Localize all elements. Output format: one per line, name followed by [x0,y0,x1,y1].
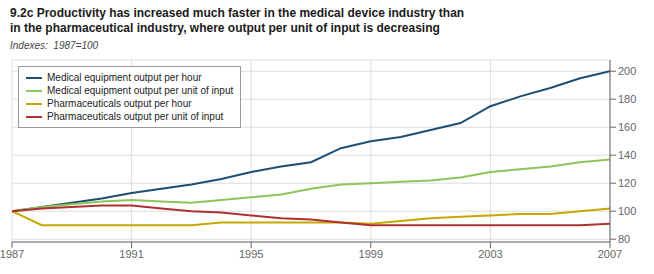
html-text:Medical equipment output per u: Medical equipment output per unit of inp… [47,85,234,96]
html-text:in the pharmaceutical industry: in the pharmaceutical industry, where ou… [10,21,440,35]
html-text:Pharmaceuticals output per uni: Pharmaceuticals output per unit of input [47,111,224,122]
svg-text:1999: 1999 [359,248,383,260]
svg-text:180: 180 [618,93,636,105]
svg-text:200: 200 [618,65,636,77]
svg-text:100: 100 [618,205,636,217]
html-text:Indexes: 1987=100: Indexes: 1987=100 [10,40,99,51]
svg-text:1987: 1987 [8,248,24,260]
svg-text:2003: 2003 [478,248,502,260]
svg-text:80: 80 [618,233,630,245]
svg-text:1995: 1995 [239,248,263,260]
svg-text:120: 120 [618,177,636,189]
svg-text:2007: 2007 [598,248,622,260]
html-text:Medical equipment output per h: Medical equipment output per hour [47,72,202,83]
svg-text:1991: 1991 [119,248,143,260]
svg-text:160: 160 [618,121,636,133]
svg-text:140: 140 [618,149,636,161]
html-text:Pharmaceuticals output per hou: Pharmaceuticals output per hour [47,98,192,109]
html-text:9.2c Productivity has increase: 9.2c Productivity has increased much fas… [10,6,465,20]
